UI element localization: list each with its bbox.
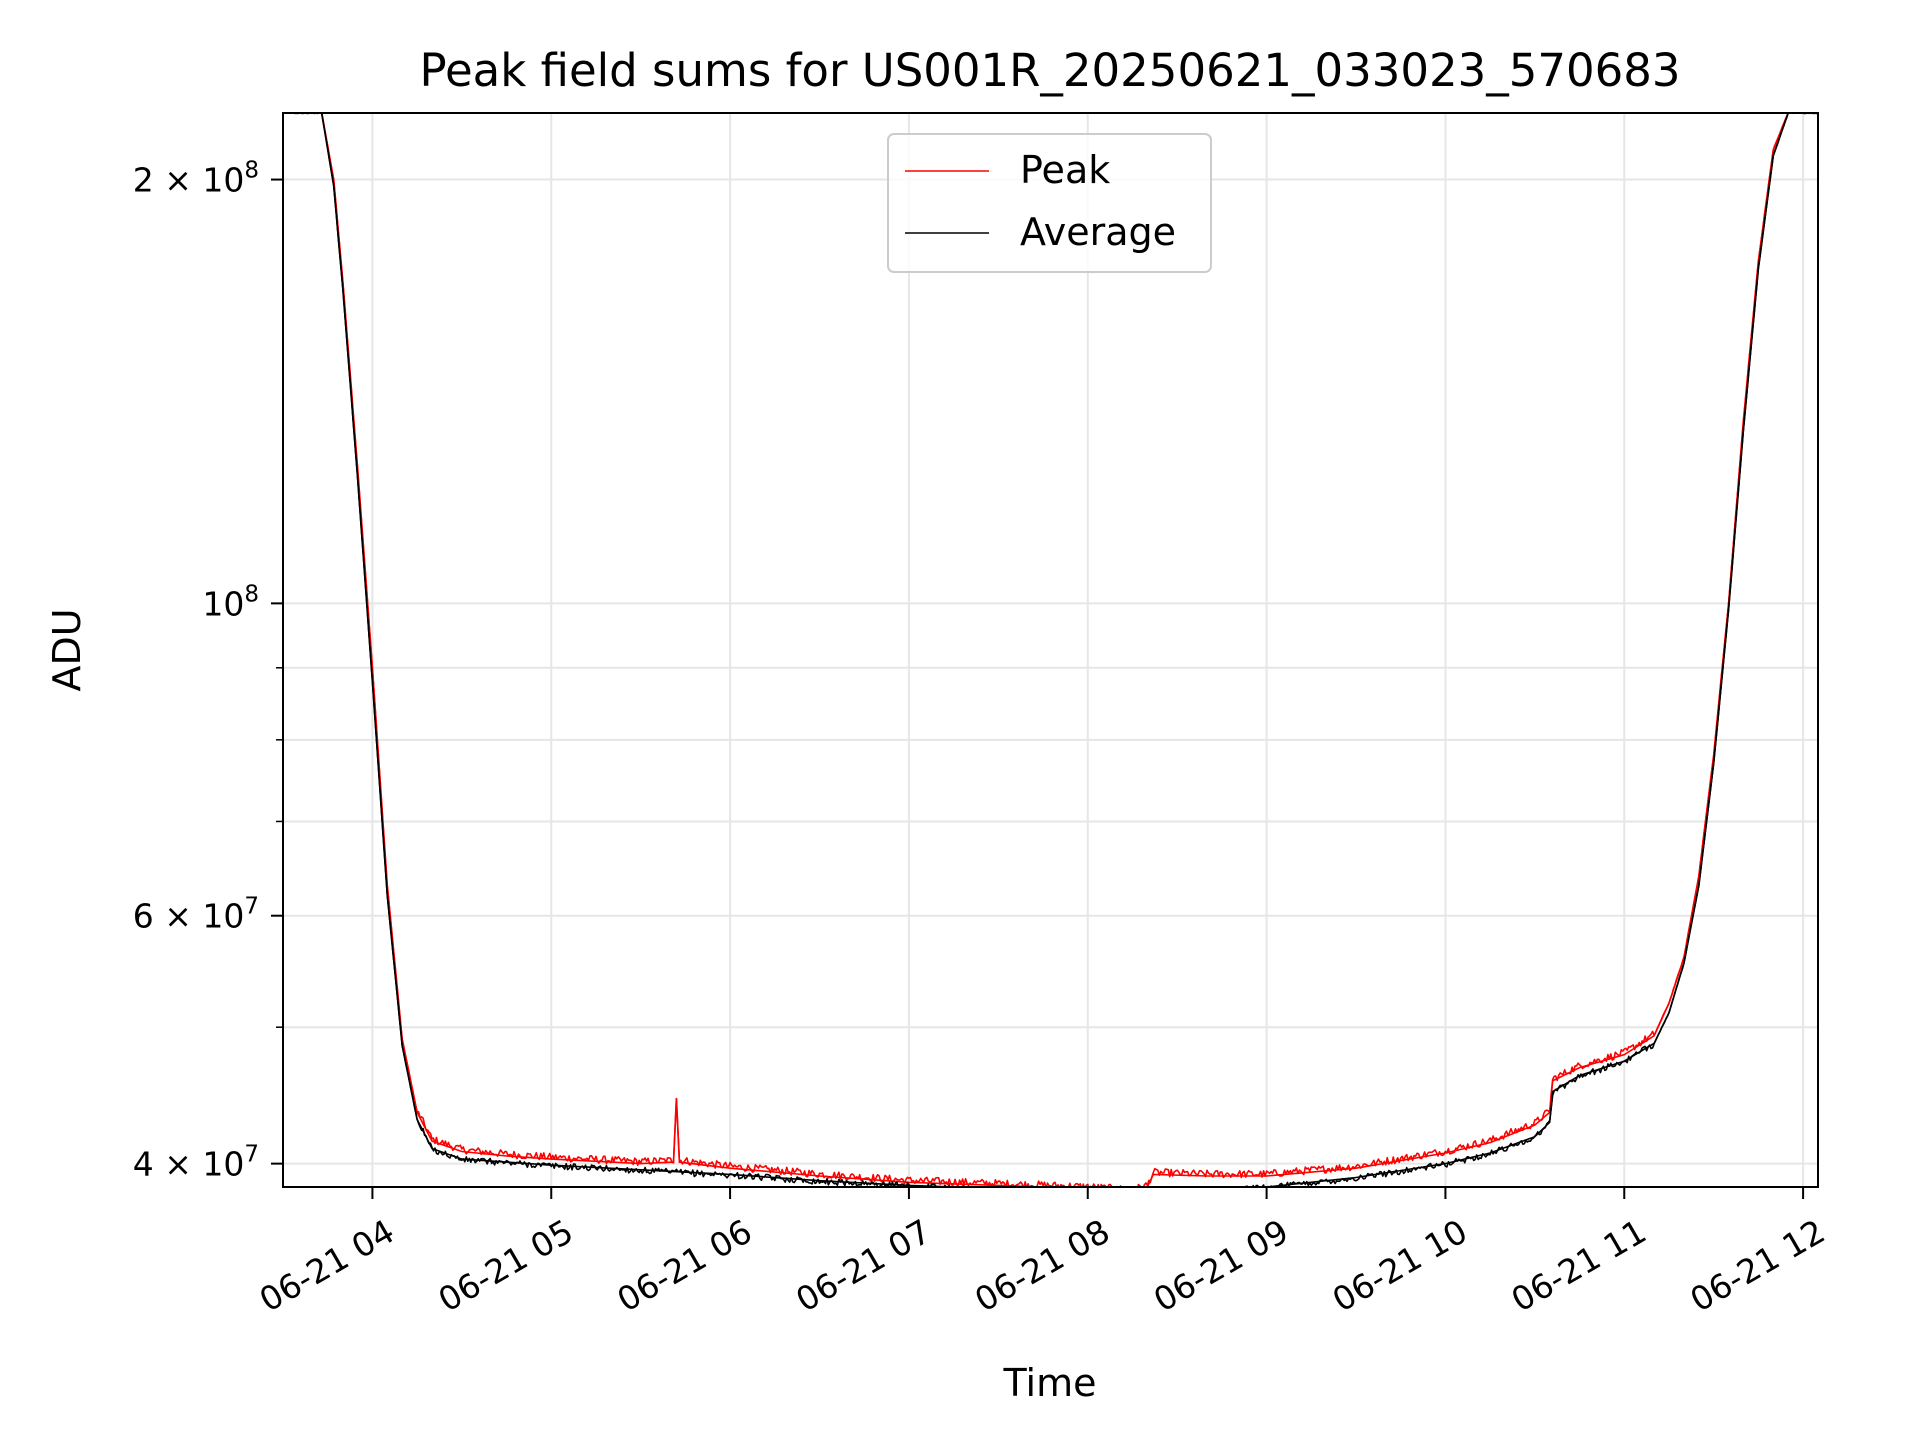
legend-box (887, 133, 1212, 273)
series-vertices-average (283, 113, 1818, 1187)
y-tick-label: 4 × 107 (133, 1142, 259, 1184)
grid-lines (283, 113, 1818, 1187)
y-tick-exponent: 8 (244, 158, 259, 184)
y-tick-base: 6 × 10 (133, 897, 245, 936)
legend: Peak Average (887, 133, 1212, 273)
x-axis-label: Time (1003, 1361, 1097, 1405)
y-tick-exponent: 8 (244, 581, 259, 607)
plot-area (283, 113, 1818, 1187)
series-lines (283, 113, 1818, 1187)
y-tick-base: 2 × 10 (133, 161, 245, 200)
y-tick-label: 6 × 107 (133, 894, 259, 936)
legend-label-average: Average (1020, 210, 1176, 254)
legend-label-peak: Peak (1020, 148, 1110, 192)
y-tick-exponent: 7 (244, 894, 259, 920)
plot-frame (282, 112, 1819, 1188)
y-tick-label: 108 (202, 581, 259, 623)
chart-title: Peak field sums for US001R_20250621_0330… (419, 44, 1680, 97)
y-tick-base: 10 (202, 584, 244, 623)
y-tick-label: 2 × 108 (133, 158, 259, 200)
y-tick-base: 4 × 10 (133, 1145, 245, 1184)
y-axis-label: ADU (45, 608, 89, 691)
series-vertices-peak (283, 113, 1818, 1187)
y-tick-exponent: 7 (244, 1142, 259, 1168)
